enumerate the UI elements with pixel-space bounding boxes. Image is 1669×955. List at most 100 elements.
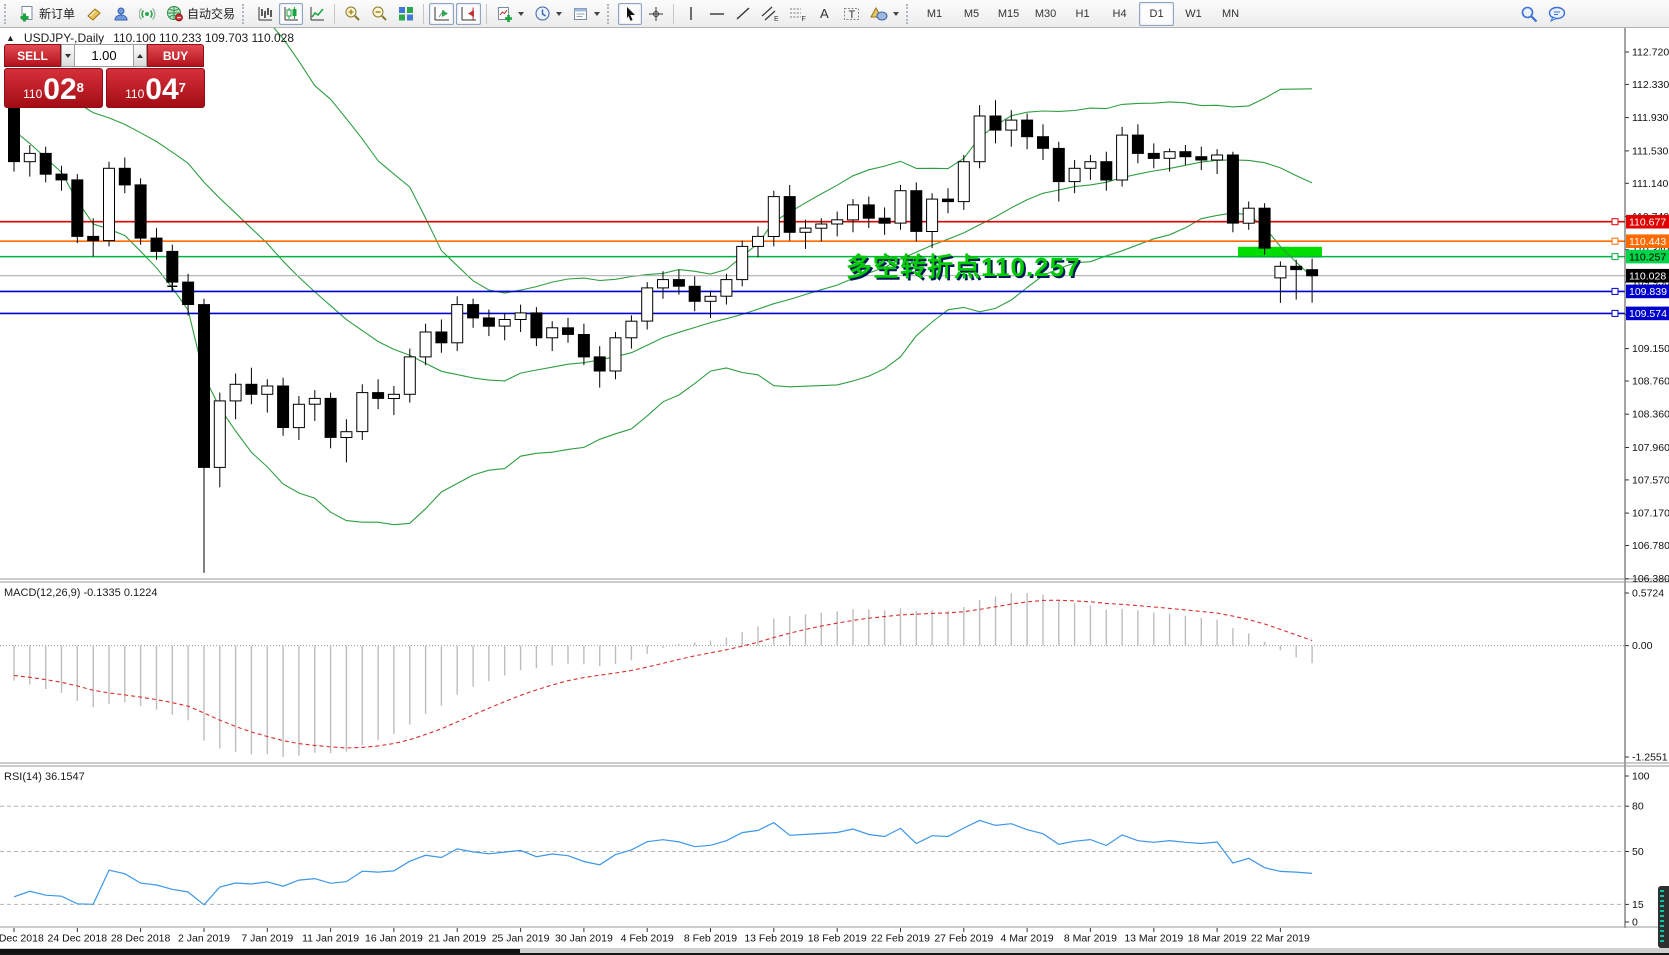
toolbar-drag-handle[interactable] (906, 3, 913, 24)
svg-text:A: A (820, 6, 829, 21)
price-tick-label: 107.170 (1632, 508, 1669, 520)
vertical-line-button[interactable] (679, 3, 703, 25)
channel-icon: E (761, 6, 779, 22)
toolbar-drag-handle[interactable] (242, 3, 249, 24)
main-chart-layer[interactable] (0, 0, 1625, 573)
line-chart-icon (310, 7, 325, 21)
buy-price-button[interactable]: 110 04 7 (106, 68, 205, 108)
highlight-rectangle[interactable] (1238, 246, 1322, 258)
macd-histogram (13, 593, 1313, 757)
buy-price-figure: 110 (125, 87, 145, 101)
date-label: 8 Feb 2019 (684, 933, 737, 945)
sell-button[interactable]: SELL (4, 44, 61, 67)
rsi-axis-label: 50 (1632, 846, 1644, 858)
cross-marker[interactable] (167, 281, 178, 292)
indicators-button[interactable] (492, 3, 528, 25)
text-label-button[interactable]: T (839, 3, 864, 25)
timeframe-m15-button[interactable]: M15 (997, 7, 1020, 20)
chart-header: ▲ USDJPY-,Daily 110.100 110.233 109.703 … (6, 31, 294, 45)
background-window-bar (0, 948, 1669, 955)
timeframe-m30-button[interactable]: M30 (1034, 7, 1057, 20)
auto-trading-button[interactable]: 自动交易 (162, 3, 239, 25)
profile-button[interactable] (109, 3, 133, 25)
timeframe-w1-button[interactable]: W1 (1185, 7, 1202, 20)
zoom-in-button[interactable] (340, 3, 365, 25)
cursor-button[interactable] (618, 2, 643, 25)
shapes-button[interactable] (866, 3, 903, 25)
search-icon (1521, 6, 1538, 22)
timeframe-m1-button[interactable]: M1 (926, 7, 943, 20)
fibonacci-button[interactable]: F (785, 3, 811, 25)
auto-scroll-button[interactable] (429, 2, 455, 25)
horizontal-line-button[interactable] (705, 3, 729, 25)
volume-increase-button[interactable] (133, 44, 147, 67)
line-end-marker[interactable] (1611, 218, 1619, 226)
line-end-marker[interactable] (1611, 237, 1619, 245)
fibonacci-icon: F (790, 8, 806, 22)
svg-text:F: F (802, 16, 806, 22)
date-label: 18 Feb 2019 (808, 933, 867, 945)
collapse-arrow-icon[interactable]: ▲ (6, 33, 15, 43)
price-tick-label: 111.930 (1632, 112, 1669, 124)
chart-shift-button[interactable] (456, 2, 482, 25)
sell-price-button[interactable]: 110 02 8 (4, 68, 103, 108)
buy-price-pips: 04 (145, 73, 179, 106)
bollinger-middle (13, 72, 1313, 382)
line-end-marker[interactable] (1611, 287, 1619, 295)
zoom-out-button[interactable] (367, 3, 392, 25)
person-icon (114, 7, 128, 20)
price-tick-label: 111.140 (1632, 178, 1669, 190)
timeframe-m5-button[interactable]: M5 (963, 7, 980, 20)
line-end-marker[interactable] (1611, 309, 1619, 317)
chat-button[interactable] (1544, 3, 1572, 25)
trendline-button[interactable] (731, 3, 755, 25)
crosshair-icon (649, 6, 664, 21)
gold-tag-icon (87, 7, 101, 21)
template-icon (574, 7, 588, 20)
price-tick-label: 107.570 (1632, 474, 1669, 486)
price-tag-label: 110.443 (1629, 236, 1666, 248)
timeframe-h1-button[interactable]: H1 (1075, 7, 1090, 20)
volume-decrease-button[interactable] (61, 44, 75, 67)
periods-button[interactable] (530, 3, 566, 25)
background-window-segment (0, 949, 520, 955)
chart-annotation-text[interactable]: 多空转折点110.257 (846, 252, 1081, 282)
date-label: 21 Jan 2019 (428, 933, 486, 945)
timeframe-d1-button[interactable]: D1 (1139, 1, 1175, 26)
price-tag-label: 109.839 (1629, 286, 1667, 298)
price-tag (1626, 249, 1669, 264)
new-order-button[interactable]: 新订单 (15, 3, 79, 25)
signals-button[interactable] (135, 3, 160, 25)
date-label: 13 Mar 2019 (1124, 933, 1183, 945)
new-order-icon (20, 6, 33, 22)
line-end-marker[interactable] (1611, 253, 1619, 261)
price-tag (1626, 234, 1669, 248)
crosshair-button[interactable] (644, 3, 668, 25)
date-label: 30 Jan 2019 (555, 933, 613, 945)
toolbar-drag-handle[interactable] (607, 3, 614, 24)
chart-bars-button[interactable] (253, 3, 277, 25)
candlestick-series (8, 93, 1319, 573)
date-label: 22 Feb 2019 (871, 933, 930, 945)
templates-button[interactable] (568, 3, 604, 25)
macd-axis-label: 0.00 (1632, 640, 1653, 652)
tile-windows-button[interactable] (394, 3, 418, 25)
chart-line-button[interactable] (305, 3, 329, 25)
volume-input[interactable] (75, 44, 133, 67)
price-tick-label: 112.720 (1632, 47, 1669, 59)
open-account-button[interactable] (81, 3, 107, 25)
auto-trading-label: 自动交易 (187, 7, 236, 21)
buy-button[interactable]: BUY (147, 44, 204, 67)
timeframe-h4-button[interactable]: H4 (1112, 7, 1127, 20)
date-label: 8 Mar 2019 (1064, 933, 1117, 945)
toolbar-drag-handle[interactable] (4, 3, 11, 24)
text-button[interactable]: A (813, 3, 837, 25)
chart-candles-button[interactable] (279, 2, 304, 25)
search-button[interactable] (1516, 3, 1542, 25)
equidistant-channel-button[interactable]: E (757, 3, 783, 25)
date-label: 13 Feb 2019 (744, 933, 803, 945)
timeframe-mn-button[interactable]: MN (1221, 7, 1240, 20)
trendline-icon (736, 7, 750, 20)
